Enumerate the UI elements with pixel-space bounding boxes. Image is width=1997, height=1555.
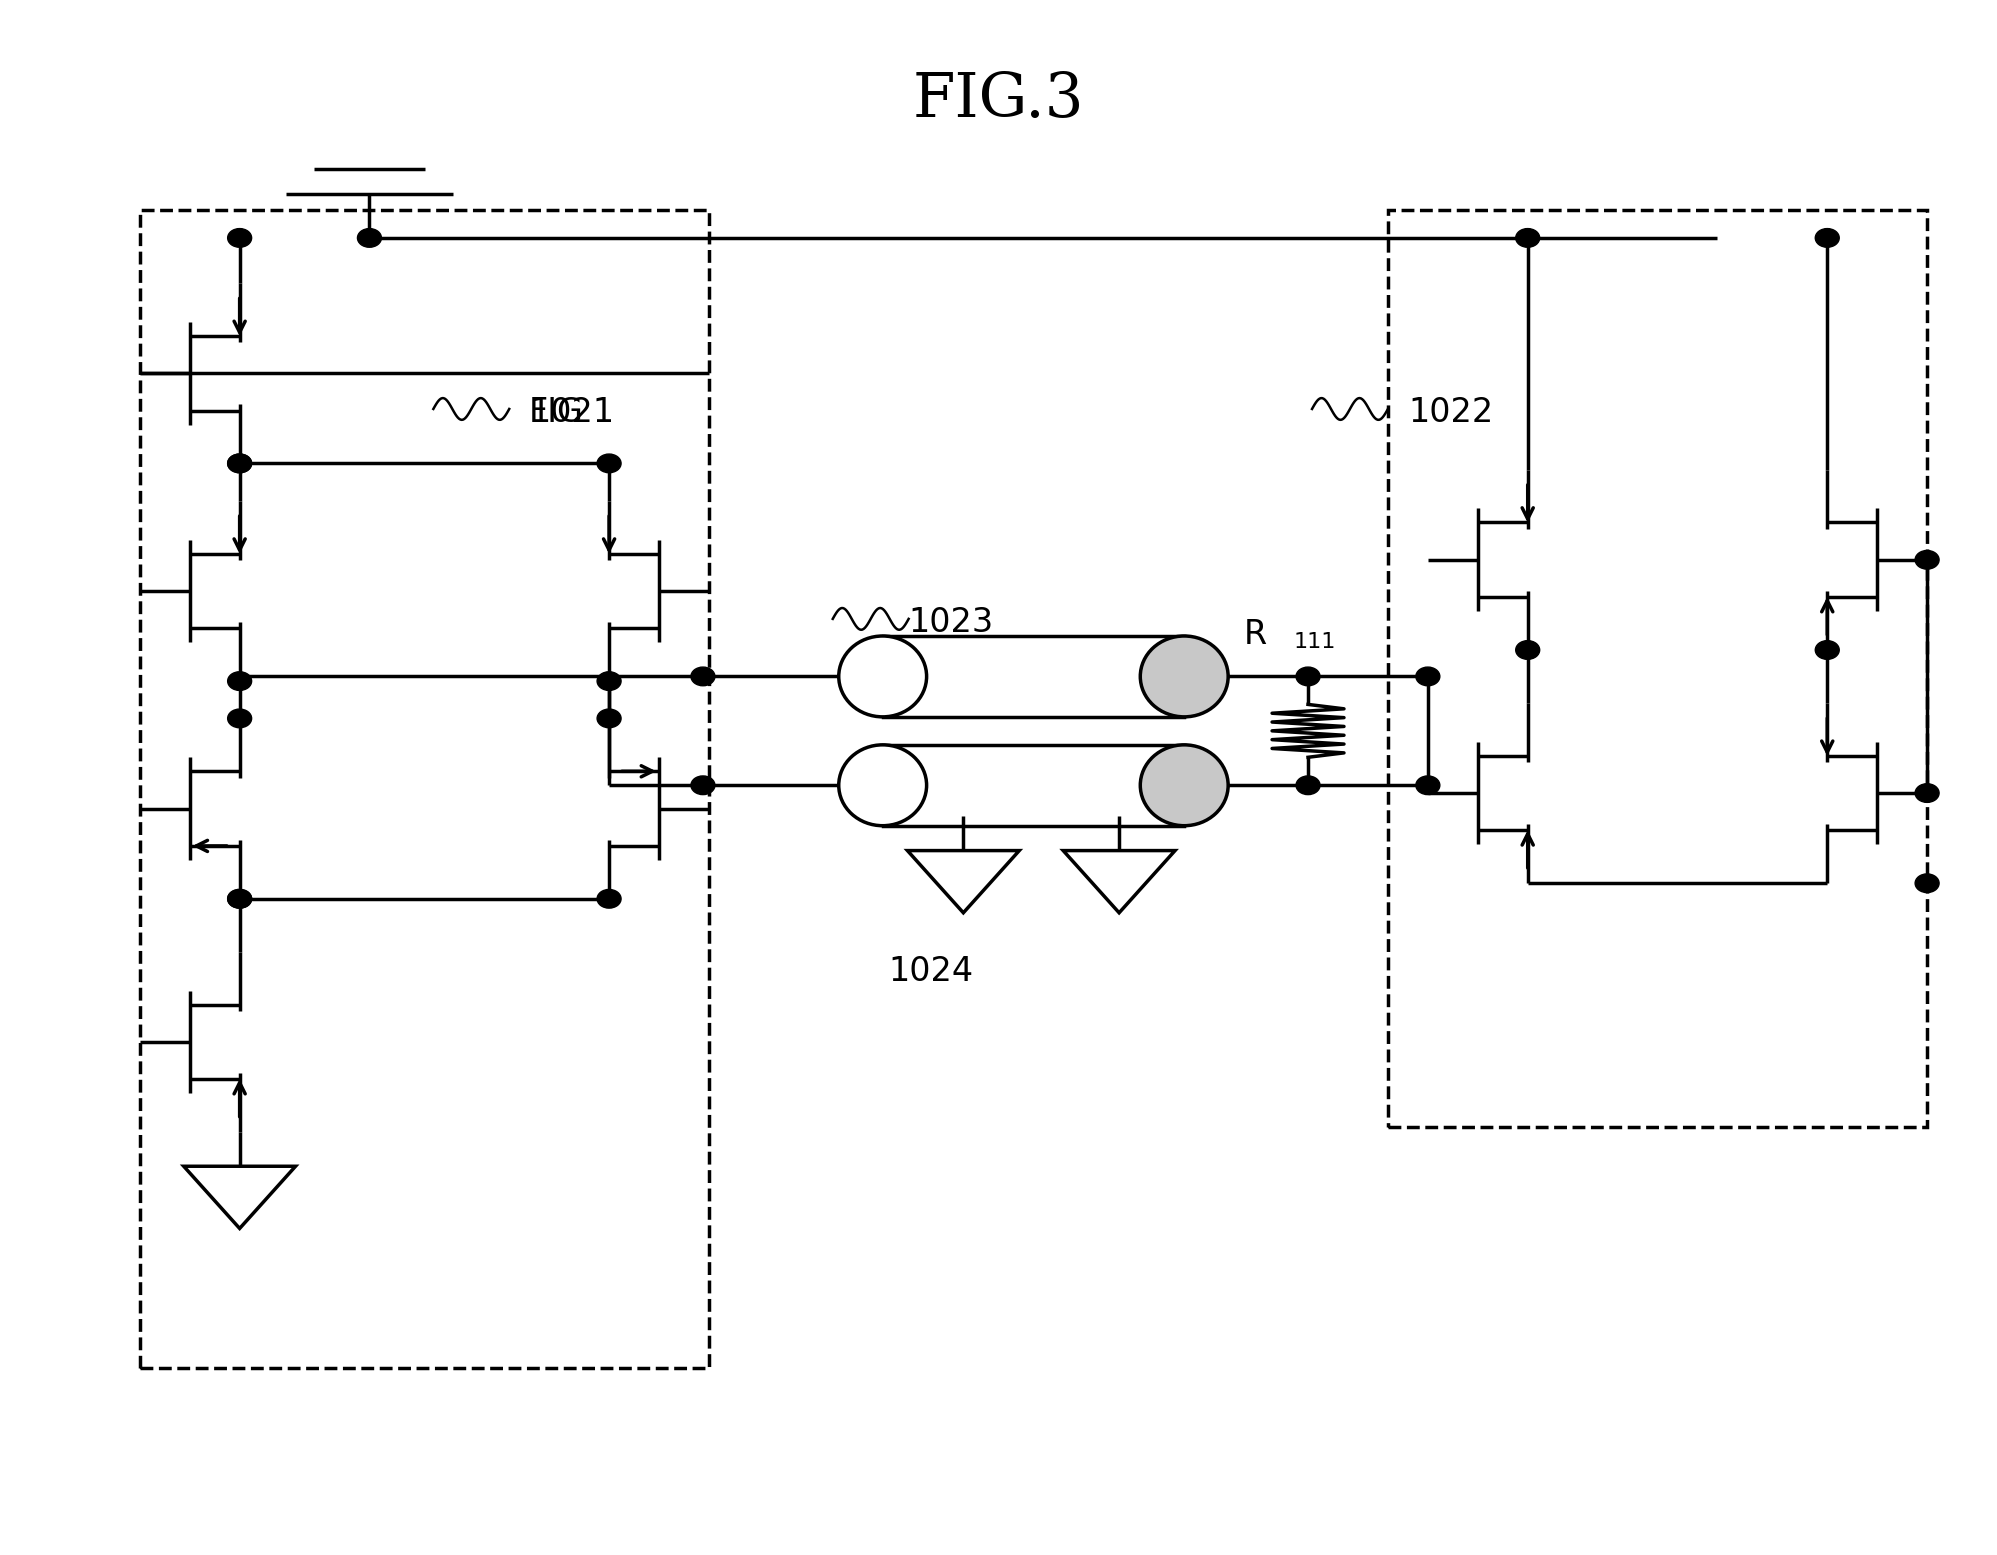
Text: 1021: 1021 [529, 395, 615, 429]
Circle shape [597, 889, 621, 908]
Circle shape [228, 889, 252, 908]
Circle shape [228, 454, 252, 473]
Text: 111: 111 [1294, 633, 1336, 652]
Bar [140, 210, 709, 1368]
Circle shape [357, 229, 381, 247]
Circle shape [1915, 874, 1939, 893]
Circle shape [228, 229, 252, 247]
Text: 1023: 1023 [909, 605, 995, 639]
Circle shape [691, 776, 715, 795]
Circle shape [1915, 550, 1939, 569]
FancyBboxPatch shape [883, 636, 1184, 717]
Circle shape [1516, 641, 1540, 659]
Circle shape [1296, 776, 1320, 795]
Text: 1022: 1022 [1408, 395, 1494, 429]
Ellipse shape [1140, 636, 1228, 717]
Circle shape [228, 709, 252, 728]
Ellipse shape [839, 636, 927, 717]
Circle shape [1416, 667, 1440, 686]
Circle shape [597, 454, 621, 473]
Circle shape [228, 889, 252, 908]
Text: R: R [1244, 617, 1268, 652]
Circle shape [228, 454, 252, 473]
Circle shape [597, 709, 621, 728]
Circle shape [1915, 784, 1939, 802]
Circle shape [1815, 641, 1839, 659]
Text: FIG.3: FIG.3 [913, 70, 1084, 131]
Text: FIG: FIG [529, 395, 583, 429]
Ellipse shape [839, 745, 927, 826]
Circle shape [691, 667, 715, 686]
Circle shape [228, 672, 252, 690]
Circle shape [1296, 667, 1320, 686]
Bar [1388, 210, 1927, 1127]
Ellipse shape [1140, 745, 1228, 826]
Circle shape [597, 672, 621, 690]
Circle shape [1416, 776, 1440, 795]
Text: 1024: 1024 [889, 955, 975, 989]
Circle shape [1516, 229, 1540, 247]
Circle shape [1815, 229, 1839, 247]
FancyBboxPatch shape [883, 745, 1184, 826]
